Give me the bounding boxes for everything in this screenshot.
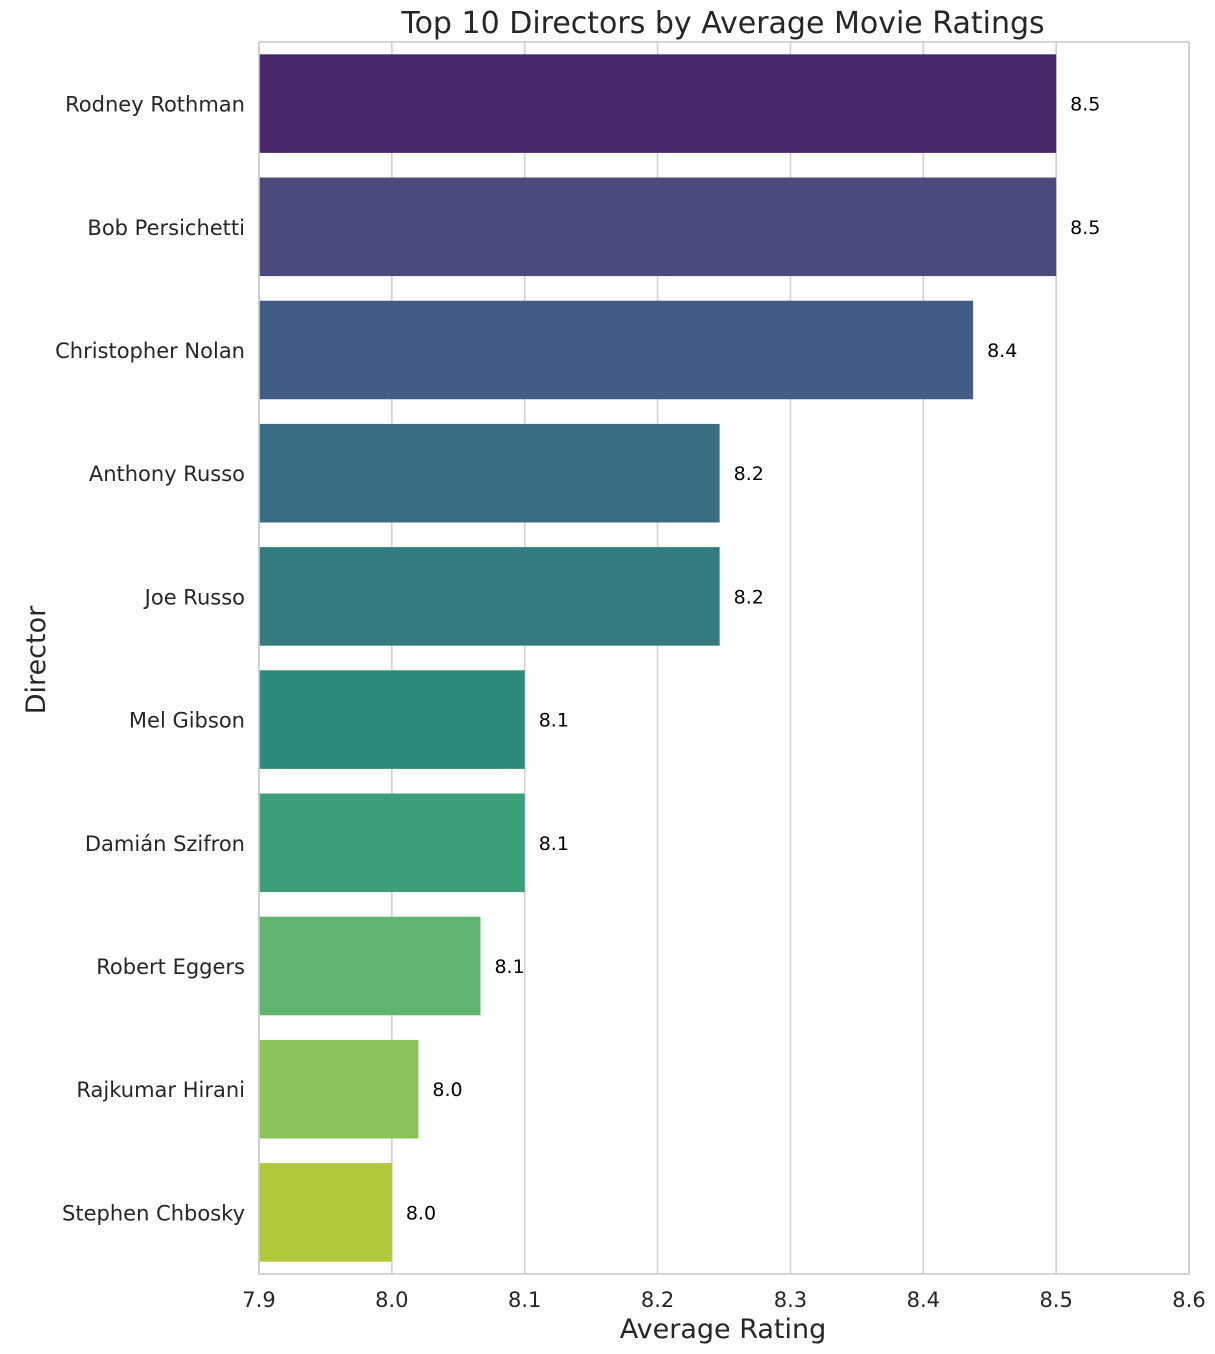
- bar: [259, 423, 720, 523]
- data-label: 8.1: [539, 833, 569, 855]
- x-tick-label: 8.1: [508, 1288, 541, 1312]
- bar: [259, 1163, 392, 1262]
- x-tick-label: 8.0: [375, 1288, 408, 1312]
- y-tick-label: Mel Gibson: [129, 709, 245, 733]
- data-labels: 8.5 8.5 8.4 8.2 8.2 8.1 8.1 8.1 8.0 8.0: [406, 94, 1101, 1225]
- y-tick-label: Damián Szifron: [85, 832, 245, 856]
- bar: [259, 1039, 419, 1139]
- bar: [259, 547, 720, 646]
- y-tick-labels: Rodney Rothman Bob Persichetti Christopher…: [55, 93, 245, 1226]
- data-label: 8.0: [406, 1202, 436, 1224]
- y-tick-label: Christopher Nolan: [55, 339, 245, 363]
- bar: [259, 670, 525, 769]
- y-tick-label: Anthony Russo: [89, 462, 245, 486]
- bars: [259, 54, 1057, 1262]
- y-tick-label: Stephen Chbosky: [62, 1201, 245, 1225]
- bar: [259, 916, 481, 1016]
- bar: [259, 300, 974, 400]
- x-tick-label: 8.2: [641, 1288, 674, 1312]
- x-tick-label: 7.9: [242, 1288, 275, 1312]
- chart-title: Top 10 Directors by Average Movie Rating…: [400, 6, 1044, 41]
- y-axis-label: Director: [21, 605, 52, 714]
- y-tick-label: Rajkumar Hirani: [76, 1078, 245, 1102]
- x-tick-label: 8.5: [1039, 1288, 1072, 1312]
- data-label: 8.2: [734, 463, 764, 485]
- bar: [259, 54, 1057, 153]
- bar: [259, 793, 525, 893]
- data-label: 8.4: [987, 340, 1017, 362]
- y-tick-label: Robert Eggers: [96, 955, 245, 979]
- x-tick-label: 8.6: [1172, 1288, 1205, 1312]
- y-tick-label: Joe Russo: [143, 585, 245, 609]
- data-label: 8.1: [539, 710, 569, 732]
- x-tick-label: 8.3: [774, 1288, 807, 1312]
- y-tick-label: Bob Persichetti: [87, 216, 245, 240]
- data-label: 8.5: [1070, 94, 1100, 116]
- x-axis-label: Average Rating: [620, 1314, 827, 1345]
- data-label: 8.0: [432, 1079, 462, 1101]
- y-tick-label: Rodney Rothman: [65, 93, 245, 117]
- x-tick-labels: 7.9 8.0 8.1 8.2 8.3 8.4 8.5 8.6: [242, 1288, 1205, 1312]
- data-label: 8.2: [734, 586, 764, 608]
- data-label: 8.5: [1070, 217, 1100, 239]
- x-tick-label: 8.4: [907, 1288, 940, 1312]
- bar: [259, 177, 1057, 277]
- data-label: 8.1: [494, 956, 524, 978]
- plot-frame: [258, 41, 1190, 1275]
